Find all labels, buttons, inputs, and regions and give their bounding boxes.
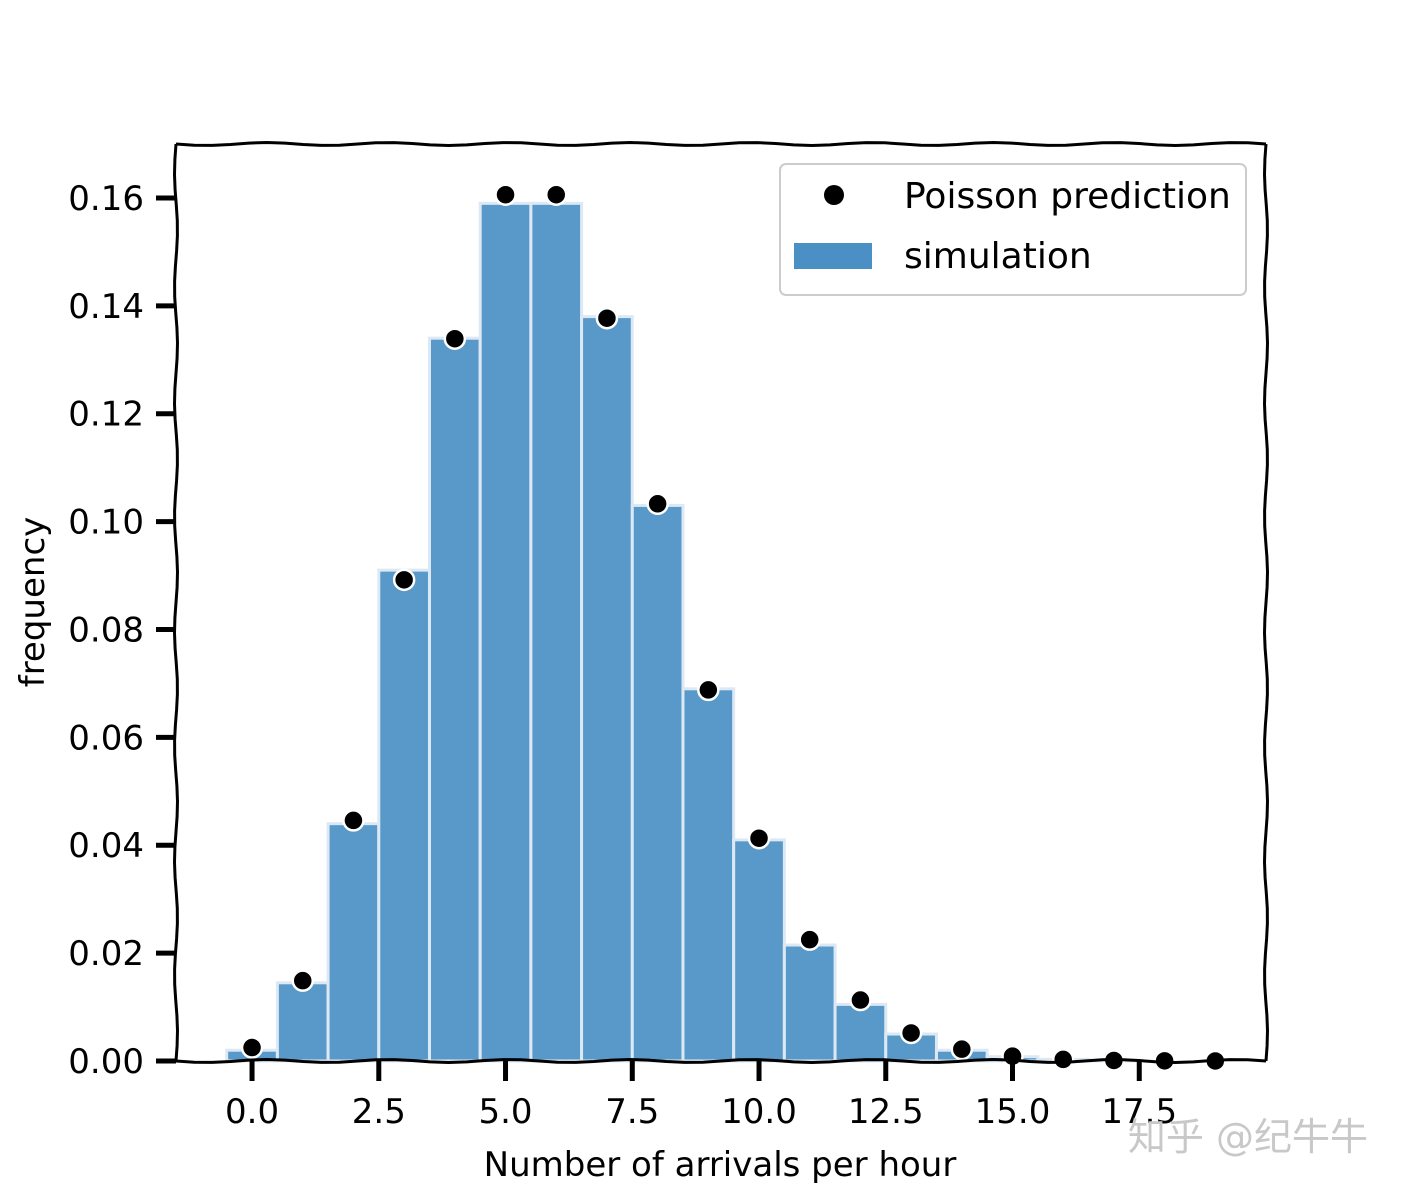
poisson-point-9 xyxy=(697,678,720,702)
poisson-point-1 xyxy=(291,969,314,992)
legend: Poisson prediction simulation xyxy=(779,163,1247,296)
bar-11 xyxy=(782,943,837,1063)
legend-label-poisson: Poisson prediction xyxy=(904,176,1231,217)
poisson-point-8 xyxy=(646,492,669,516)
bar-6 xyxy=(529,201,584,1063)
axes-top xyxy=(175,140,1267,148)
poisson-point-5 xyxy=(494,183,517,206)
bar-12 xyxy=(833,1002,888,1063)
bar-1 xyxy=(275,981,330,1063)
bar-5 xyxy=(478,201,533,1063)
y-tick-label-8: 0.16 xyxy=(68,179,144,219)
bar-7 xyxy=(580,315,634,1063)
watermark: 知乎 @纪牛牛 xyxy=(1128,1115,1368,1159)
bar-4 xyxy=(427,336,482,1063)
poisson-point-2 xyxy=(342,809,365,832)
poisson-point-11 xyxy=(798,928,821,951)
y-tick-label-0: 0.00 xyxy=(68,1042,144,1082)
bar-2 xyxy=(326,822,381,1063)
poisson-point-12 xyxy=(849,988,872,1012)
poisson-point-4 xyxy=(443,327,467,350)
y-tick-label-4: 0.08 xyxy=(68,610,144,650)
poisson-point-16 xyxy=(1051,1048,1075,1071)
x-tick-label-3: 7.5 xyxy=(605,1092,659,1132)
legend-frame xyxy=(779,163,1247,296)
poisson-point-0 xyxy=(240,1036,264,1059)
x-tick-label-2: 5.0 xyxy=(478,1092,532,1132)
y-tick-label-5: 0.10 xyxy=(68,503,144,543)
legend-label-simulation: simulation xyxy=(904,236,1092,277)
y-tick-label-6: 0.12 xyxy=(68,395,144,435)
x-axis-label: Number of arrivals per hour xyxy=(484,1145,957,1185)
y-tick-label-7: 0.14 xyxy=(68,287,144,327)
y-tick-label-2: 0.04 xyxy=(68,826,144,866)
bar-9 xyxy=(681,687,736,1063)
y-tick-label-3: 0.06 xyxy=(68,718,144,758)
points-layer xyxy=(240,183,1227,1073)
poisson-point-10 xyxy=(747,826,771,850)
y-tick-label-1: 0.02 xyxy=(68,934,144,974)
poisson-point-3 xyxy=(392,568,416,592)
x-tick-label-7: 17.5 xyxy=(1101,1092,1177,1132)
poisson-point-13 xyxy=(899,1021,923,1045)
x-tick-label-6: 15.0 xyxy=(975,1092,1051,1132)
legend-marker-poisson xyxy=(824,185,844,205)
ticks-layer: 0.00 0.02 0.04 0.06 0.08 0.10 0.12 0.14 0.16 0.0 2… xyxy=(68,179,1177,1132)
axes-right xyxy=(1262,143,1270,1062)
bar-10 xyxy=(732,838,786,1063)
x-tick-label-5: 12.5 xyxy=(848,1092,924,1132)
poisson-point-6 xyxy=(544,183,568,206)
axes-bottom xyxy=(175,1057,1267,1065)
x-tick-label-4: 10.0 xyxy=(721,1092,797,1132)
bars-layer xyxy=(225,201,1141,1063)
x-tick-label-1: 2.5 xyxy=(352,1092,406,1132)
axes-left xyxy=(172,143,180,1062)
x-tick-label-0: 0.0 xyxy=(225,1092,279,1132)
axes-layer xyxy=(172,140,1270,1065)
poisson-point-14 xyxy=(950,1037,974,1061)
bar-3 xyxy=(377,568,431,1063)
bar-8 xyxy=(630,503,685,1063)
y-axis-label: frequency xyxy=(13,517,53,688)
poisson-point-7 xyxy=(595,306,619,330)
legend-marker-simulation xyxy=(794,243,872,269)
